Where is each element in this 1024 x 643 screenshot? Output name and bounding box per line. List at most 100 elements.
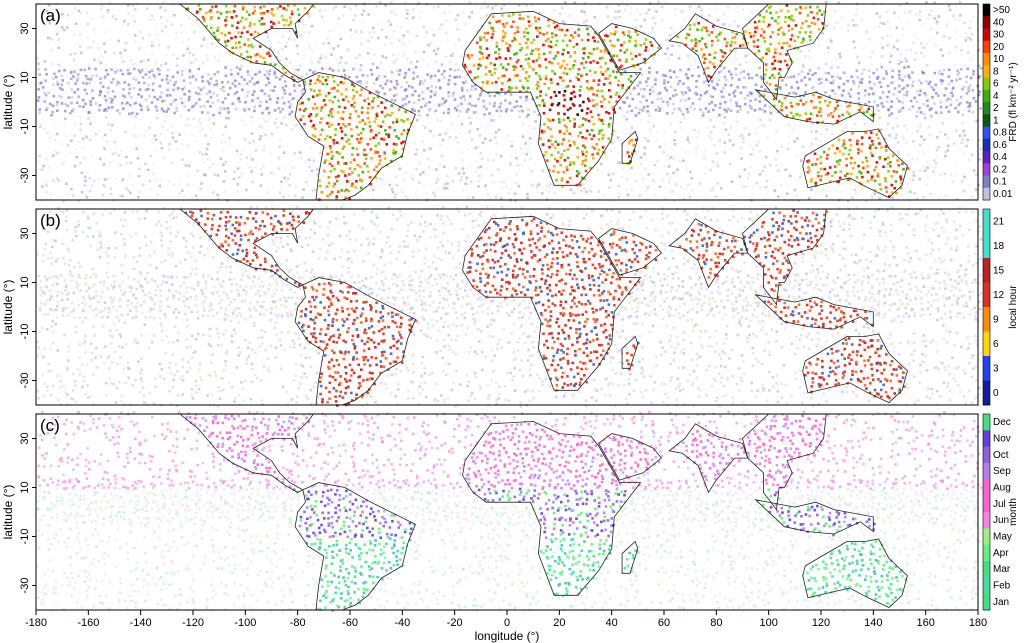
- colorbar-tick-label: 4: [993, 91, 999, 102]
- colorbar-tick-label: Jun: [993, 515, 1009, 526]
- colorbar-segment: [983, 187, 990, 201]
- coastline-madagascar: [621, 130, 639, 164]
- colorbar-tick-label: 10: [993, 54, 1005, 65]
- coastline-africa: [462, 10, 642, 186]
- colorbar-tick-label: 0.1: [993, 177, 1007, 188]
- colorbar-segment: [983, 561, 990, 578]
- lon-tick-label: 40: [606, 617, 618, 629]
- coastline-india: [668, 13, 749, 84]
- colorbar-segment: [983, 282, 990, 308]
- colorbar-tick-label: Apr: [993, 548, 1009, 559]
- y-axis-label: latitude (°): [1, 75, 15, 130]
- lon-tick-label: 0: [504, 617, 510, 629]
- lat-tick-label: -10: [19, 119, 31, 135]
- coastline-madagascar: [621, 540, 639, 574]
- colorbar-tick-label: 18: [993, 241, 1005, 252]
- panel-label: (b): [40, 211, 61, 230]
- lat-tick-label: 30: [19, 432, 31, 444]
- colorbar-frame: [982, 413, 991, 611]
- x-axis-label: longitude (°): [475, 629, 540, 643]
- colorbar-segment: [983, 77, 990, 91]
- x-axis: -180 -160 -140 -120 -100 -80 -60 -40 -20 0 20 40 60 8…: [25, 610, 987, 643]
- coastline-arabia: [598, 23, 662, 71]
- lat-tick-label: -30: [19, 373, 31, 389]
- colorbar-tick-label: Dec: [993, 417, 1011, 428]
- colorbar-segment: [983, 430, 990, 448]
- coastline-indonesia: [754, 89, 874, 125]
- colorbar-tick-label: Feb: [993, 581, 1011, 592]
- coastline-arabia: [598, 433, 662, 481]
- colorbar-tick-label: 2: [993, 103, 999, 114]
- coastline-south-america: [294, 482, 416, 611]
- colorbar-tick-label: 1: [993, 115, 999, 126]
- panel-label: (c): [40, 416, 60, 435]
- colorbar-segment: [983, 495, 990, 513]
- colorbar-segment: [983, 593, 990, 611]
- lon-tick-label: -140: [130, 617, 152, 629]
- colorbar-tick-label: >50: [993, 5, 1010, 16]
- coastline-australia: [802, 333, 908, 404]
- lon-tick-label: 140: [864, 617, 882, 629]
- lon-tick-label: -180: [25, 617, 47, 629]
- colorbar-c: Dec Nov Oct Sep Aug Jul Jun May Apr Mar Feb Jan mont…: [982, 413, 1019, 611]
- density-texture: [36, 0, 983, 203]
- map-frame: [35, 3, 979, 201]
- colorbar-tick-label: 0.2: [993, 164, 1007, 175]
- lat-tick-label: -10: [19, 324, 31, 340]
- coastline-north-america: [178, 3, 315, 83]
- colorbar-tick-label: 30: [993, 30, 1005, 41]
- colorbar-segment: [983, 209, 990, 234]
- colorbar-segment: [983, 102, 990, 115]
- colorbar-tick-label: Nov: [993, 434, 1011, 445]
- coastline-south-america: [294, 277, 416, 406]
- colorbar-segment: [983, 380, 990, 406]
- colorbar-tick-label: 40: [993, 17, 1005, 28]
- lat-tick-label: -10: [19, 529, 31, 545]
- colorbar-segment: [983, 65, 990, 78]
- map-background: [36, 209, 978, 405]
- colorbar-tick-label: 8: [993, 66, 999, 77]
- colorbar-segment: [983, 307, 990, 332]
- colorbar-tick-label: Jan: [993, 597, 1009, 608]
- lat-tick-label: -30: [19, 578, 31, 594]
- lon-tick-label: 20: [553, 617, 565, 629]
- colorbar-b: 21 18 15 12 9 6 3 0 local hour: [982, 208, 1019, 406]
- colorbar-tick-label: 0.6: [993, 140, 1007, 151]
- lon-tick-label: -60: [342, 617, 358, 629]
- colorbar-tick-label: May: [993, 532, 1012, 543]
- colorbar-segment: [983, 331, 990, 357]
- lon-tick-label: -120: [182, 617, 204, 629]
- colorbar-tick-label: 0.01: [993, 189, 1013, 200]
- coastline-africa: [462, 215, 642, 391]
- colorbar-tick-label: 21: [993, 216, 1005, 227]
- colorbar-tick-label: Jul: [993, 499, 1006, 510]
- lon-tick-label: 120: [812, 617, 830, 629]
- lon-tick-label: 180: [969, 617, 987, 629]
- colorbar-segment: [983, 53, 990, 66]
- colorbar-segment: [983, 163, 990, 176]
- coastline-indonesia: [754, 294, 874, 330]
- colorbar-tick-label: Aug: [993, 483, 1011, 494]
- colorbar-segment: [983, 463, 990, 480]
- colorbar-segment: [983, 126, 990, 140]
- colorbar-tick-label: 0.4: [993, 152, 1007, 163]
- colorbar-label: local hour: [1008, 285, 1019, 329]
- map-frame: [35, 208, 979, 406]
- colorbar-frame: [982, 208, 991, 406]
- coastline-south-america: [294, 72, 416, 201]
- colorbar-tick-label: 0: [993, 388, 999, 399]
- y-axis-label: latitude (°): [1, 280, 15, 335]
- coastline-australia: [802, 538, 908, 608]
- colorbar-segment: [983, 528, 990, 546]
- colorbar-frame: [982, 3, 991, 201]
- coastline-india: [668, 423, 749, 494]
- panel-label: (a): [40, 6, 61, 25]
- y-axis-label: latitude (°): [1, 485, 15, 540]
- colorbar-tick-label: 6: [993, 79, 999, 90]
- colorbar-segment: [983, 577, 990, 595]
- colorbar-segment: [983, 479, 990, 497]
- lon-tick-label: -20: [447, 617, 463, 629]
- coastline-india: [668, 218, 749, 289]
